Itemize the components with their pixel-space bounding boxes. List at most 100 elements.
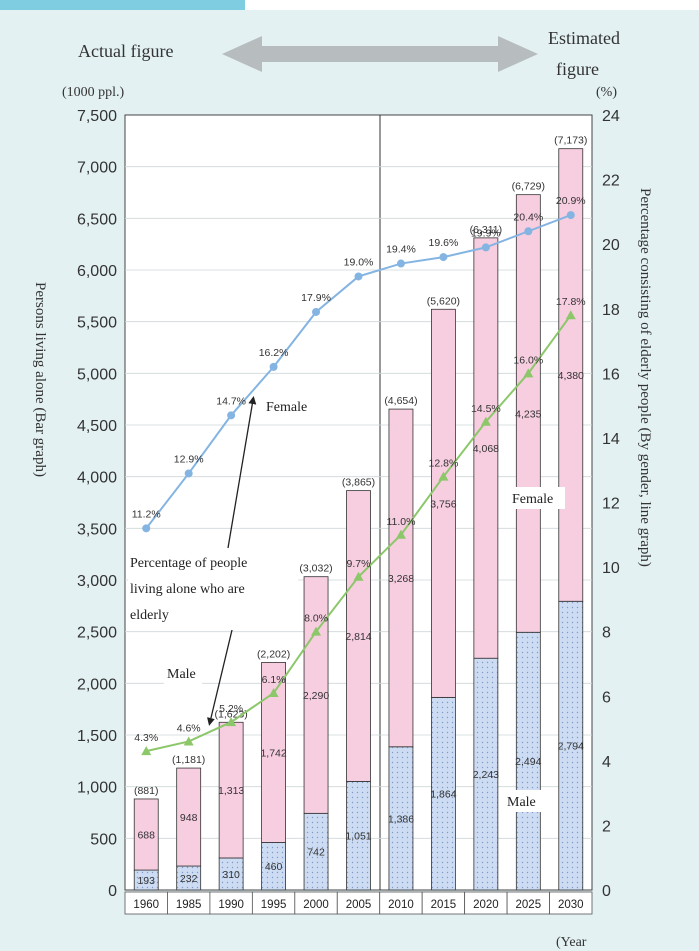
- male-pct-point: [226, 717, 237, 727]
- female-pct-point: [439, 253, 448, 262]
- bar-female: [303, 576, 329, 814]
- y2-tick-label: 22: [602, 173, 620, 190]
- top-accent-bar: [0, 0, 245, 10]
- female-pct-point-label: 19.6%: [429, 237, 459, 249]
- bar-male: [558, 600, 584, 891]
- female-pct-point-label: 19.9%: [471, 227, 501, 239]
- female-pct-point: [481, 243, 490, 252]
- male-pct-point-label: 5.2%: [219, 703, 243, 715]
- x-axis-title: (Year: [556, 935, 587, 950]
- bar-total-label: (5,620): [427, 295, 460, 307]
- x-tick-box: [549, 891, 593, 915]
- bar-female-label: 688: [137, 830, 155, 842]
- y2-tick-label: 2: [602, 818, 611, 835]
- y-tick-label: 3,500: [77, 521, 117, 538]
- note-box: [128, 549, 298, 629]
- male-pct-point-label: 9.7%: [347, 558, 371, 570]
- bar-male-label: 2,494: [515, 756, 541, 768]
- y2-tick-label: 10: [602, 560, 620, 577]
- female-pct-point: [184, 469, 193, 478]
- male-pct-point: [480, 416, 491, 426]
- female-line-label: Female: [266, 400, 307, 415]
- male-pct-point-label: 11.0%: [386, 516, 415, 528]
- note-arrow-up: [227, 396, 257, 549]
- female-pct-point-label: 12.9%: [174, 453, 204, 465]
- female-pct-point: [524, 227, 533, 236]
- male-line-label-box: [164, 662, 202, 684]
- y2-tick-label: 20: [602, 237, 620, 254]
- note-line-3: elderly: [130, 608, 169, 623]
- top-white-bar: [245, 0, 699, 10]
- bar-male-label: 1,864: [430, 789, 456, 801]
- y-tick-label: 5,500: [77, 315, 117, 332]
- female-pct-point: [269, 362, 278, 371]
- female-pct-point: [566, 211, 575, 220]
- female-pct-point: [142, 524, 151, 533]
- female-pct-point-label: 14.7%: [216, 395, 246, 407]
- bar-female-label: 948: [180, 812, 198, 824]
- male-pct-point: [141, 746, 152, 756]
- y-tick-label: 500: [90, 831, 117, 848]
- bar-male-label: 1,386: [388, 813, 414, 825]
- female-pct-point-label: 19.4%: [386, 244, 416, 256]
- x-tick-label: 2005: [346, 899, 372, 911]
- male-pct-point-label: 16.0%: [513, 354, 543, 366]
- male-pct-point-label: 4.3%: [134, 732, 158, 744]
- bar-female: [133, 798, 159, 871]
- x-tick-label: 2020: [473, 899, 499, 911]
- male-pct-point-label: 17.8%: [556, 296, 586, 308]
- bar-total-label: (6,729): [512, 181, 545, 193]
- female-pct-point-label: 16.2%: [259, 347, 289, 359]
- bar-male-label: 232: [180, 873, 198, 885]
- male-pct-point: [565, 310, 576, 320]
- male-line-label: Male: [167, 667, 196, 682]
- y2-tick-label: 14: [602, 431, 620, 448]
- y2-tick-label: 8: [602, 625, 611, 642]
- male-pct-point: [311, 626, 322, 636]
- bar-total-label: (4,654): [384, 395, 417, 407]
- bar-male: [218, 857, 244, 891]
- bar-female: [515, 194, 541, 633]
- bar-male-label: 2,794: [558, 741, 584, 753]
- bar-total-label: (7,173): [554, 135, 587, 147]
- bar-male: [346, 780, 371, 891]
- x-tick-label: 2015: [431, 899, 457, 911]
- male-pct-point: [395, 529, 406, 539]
- male-pct-point: [523, 368, 534, 378]
- female-pct-point-label: 11.2%: [132, 508, 161, 520]
- bar-male-label: 2,243: [473, 769, 499, 781]
- y-axis-title: Persons living alone (Bar graph): [32, 282, 48, 477]
- female-pct-point-label: 19.0%: [344, 256, 374, 268]
- bar-female: [218, 721, 244, 859]
- header-actual: Actual figure: [78, 41, 173, 61]
- bar-female: [346, 490, 371, 782]
- female-pct-point: [354, 272, 363, 281]
- bar-male-label: 460: [265, 861, 283, 873]
- y-tick-label: 0: [108, 883, 117, 900]
- y-tick-label: 2,000: [77, 676, 117, 693]
- female-pct-point: [396, 259, 405, 268]
- y2-tick-label: 16: [602, 366, 620, 383]
- male-pct-point-label: 14.5%: [471, 403, 501, 415]
- male-pct-point-label: 6.1%: [262, 674, 286, 686]
- y2-tick-label: 0: [602, 883, 611, 900]
- male-pct-point: [183, 736, 194, 746]
- male-pct-point-label: 8.0%: [304, 613, 328, 625]
- female-bar-label-box: [510, 487, 565, 509]
- bar-female: [388, 408, 414, 748]
- bar-total-label: (6,311): [470, 224, 503, 236]
- bar-female-label: 3,756: [430, 498, 456, 510]
- bar-female-label: 3,268: [388, 573, 414, 585]
- y-tick-label: 7,500: [77, 108, 117, 125]
- note-line-1: Percentage of people: [130, 556, 247, 571]
- bar-female: [558, 148, 584, 602]
- male-bar-label-box: [503, 790, 549, 812]
- bar-male-label: 1,051: [345, 831, 371, 843]
- header-estimated-2: figure: [556, 59, 599, 79]
- y-tick-label: 3,000: [77, 573, 117, 590]
- male-pct-point-label: 4.6%: [177, 722, 201, 734]
- y-tick-label: 1,000: [77, 780, 117, 797]
- bar-female: [431, 308, 456, 698]
- bar-male-label: 193: [137, 875, 155, 887]
- x-tick-label: 1985: [176, 899, 202, 911]
